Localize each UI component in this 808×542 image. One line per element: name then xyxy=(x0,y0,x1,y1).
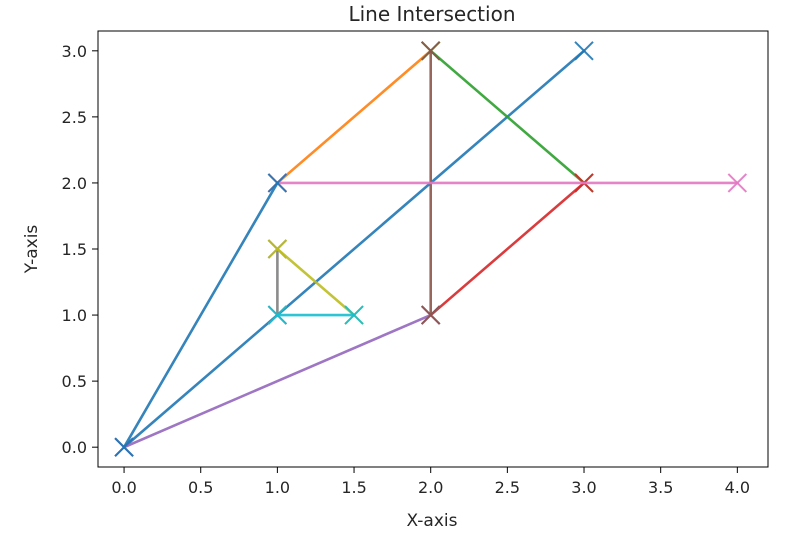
y-tick-label: 3.0 xyxy=(62,42,87,61)
series-10-marker-2 xyxy=(344,305,364,325)
series-3-line xyxy=(428,48,586,185)
x-tick-label: 1.0 xyxy=(265,478,290,497)
series-1-marker-2 xyxy=(574,41,594,61)
x-tick-label: 0.0 xyxy=(111,478,136,497)
series-11-marker-2 xyxy=(267,173,288,193)
series-5-line xyxy=(122,313,433,449)
series-10 xyxy=(267,305,364,325)
x-tick-label: 2.5 xyxy=(495,478,520,497)
x-tick-label: 3.0 xyxy=(571,478,596,497)
x-tick-label: 1.5 xyxy=(341,478,366,497)
y-tick-label: 0.0 xyxy=(62,438,87,457)
plot-frame xyxy=(97,30,769,468)
series-11-line xyxy=(122,181,280,449)
x-tick-label: 0.5 xyxy=(188,478,213,497)
series-11 xyxy=(114,173,288,457)
y-tick-label: 1.0 xyxy=(62,306,87,325)
series-11-marker-1 xyxy=(114,437,134,457)
series-7-marker-2 xyxy=(727,173,748,193)
x-axis-ticks: 0.0 0.5 1.0 1.5 2.0 2.5 3.0 3.5 4.0 xyxy=(111,467,750,497)
y-axis-ticks: 0.0 0.5 1.0 1.5 2.0 2.5 3.0 xyxy=(62,42,98,457)
series-2-line xyxy=(275,48,433,185)
series-9-line xyxy=(275,247,356,317)
x-tick-label: 2.0 xyxy=(418,478,443,497)
series-6-marker-2 xyxy=(420,41,441,61)
y-tick-label: 0.5 xyxy=(62,372,87,391)
series-4 xyxy=(420,173,594,325)
x-tick-label: 4.0 xyxy=(725,478,750,497)
y-tick-label: 2.5 xyxy=(62,108,87,127)
series-1-line xyxy=(122,48,586,450)
y-axis-label: Y-axis xyxy=(22,225,42,275)
series-7 xyxy=(267,173,748,193)
x-axis-label: X-axis xyxy=(407,511,458,531)
y-tick-label: 2.0 xyxy=(62,174,87,193)
series-9-marker-1 xyxy=(267,239,288,259)
series-1 xyxy=(114,41,594,457)
series-10-marker-1 xyxy=(267,305,288,325)
y-tick-label: 1.5 xyxy=(62,240,87,259)
series-6-marker-1 xyxy=(420,305,441,325)
x-tick-label: 3.5 xyxy=(648,478,673,497)
series-2 xyxy=(267,41,441,193)
series-layer xyxy=(114,41,748,457)
series-8 xyxy=(267,239,288,325)
chart-title: Line Intersection xyxy=(348,2,515,26)
series-4-line xyxy=(428,181,586,317)
